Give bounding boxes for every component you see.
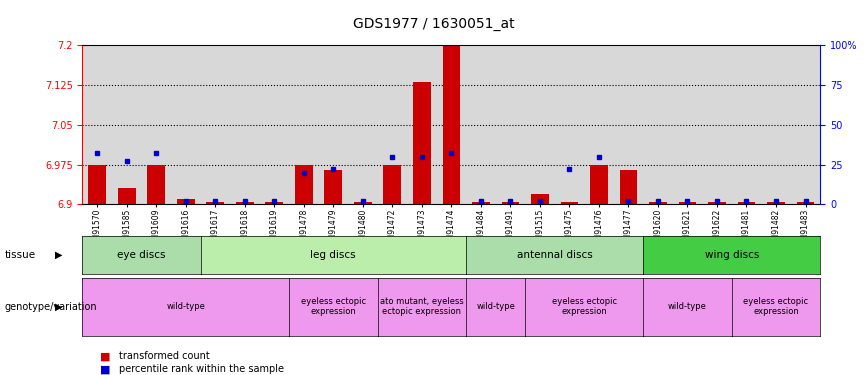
Text: GDS1977 / 1630051_at: GDS1977 / 1630051_at (353, 17, 515, 31)
Bar (177, 199, 194, 204)
Bar (148, 165, 165, 204)
Bar (472, 202, 490, 204)
Text: eyeless ectopic
expression: eyeless ectopic expression (743, 297, 809, 316)
Bar (266, 202, 283, 204)
Text: eye discs: eye discs (117, 250, 166, 260)
Text: ■: ■ (100, 364, 110, 374)
Text: wild-type: wild-type (477, 302, 515, 311)
Text: antennal discs: antennal discs (516, 250, 593, 260)
Text: wing discs: wing discs (705, 250, 759, 260)
Text: genotype/variation: genotype/variation (4, 302, 97, 312)
Bar (561, 202, 578, 204)
Bar (502, 202, 519, 204)
Bar (89, 165, 106, 204)
Text: tissue: tissue (4, 250, 36, 260)
Bar (413, 82, 431, 204)
Bar (384, 165, 401, 204)
Bar (620, 170, 637, 204)
Bar (443, 45, 460, 204)
Text: wild-type: wild-type (668, 302, 707, 311)
Text: eyeless ectopic
expression: eyeless ectopic expression (300, 297, 366, 316)
Bar (354, 202, 372, 204)
Bar (295, 165, 312, 204)
Text: leg discs: leg discs (311, 250, 356, 260)
Bar (679, 202, 696, 204)
Bar (531, 194, 549, 204)
Text: percentile rank within the sample: percentile rank within the sample (119, 364, 284, 374)
Bar (236, 202, 253, 204)
Text: ▶: ▶ (56, 250, 62, 260)
Text: transformed count: transformed count (119, 351, 210, 361)
Bar (325, 170, 342, 204)
Bar (797, 202, 814, 204)
Text: wild-type: wild-type (167, 302, 205, 311)
Text: eyeless ectopic
expression: eyeless ectopic expression (551, 297, 617, 316)
Bar (118, 189, 135, 204)
Text: ▶: ▶ (56, 302, 62, 312)
Bar (708, 202, 726, 204)
Text: ■: ■ (100, 351, 110, 361)
Bar (590, 165, 608, 204)
Bar (649, 202, 667, 204)
Bar (738, 202, 755, 204)
Bar (207, 202, 224, 204)
Text: ato mutant, eyeless
ectopic expression: ato mutant, eyeless ectopic expression (380, 297, 464, 316)
Bar (767, 202, 785, 204)
